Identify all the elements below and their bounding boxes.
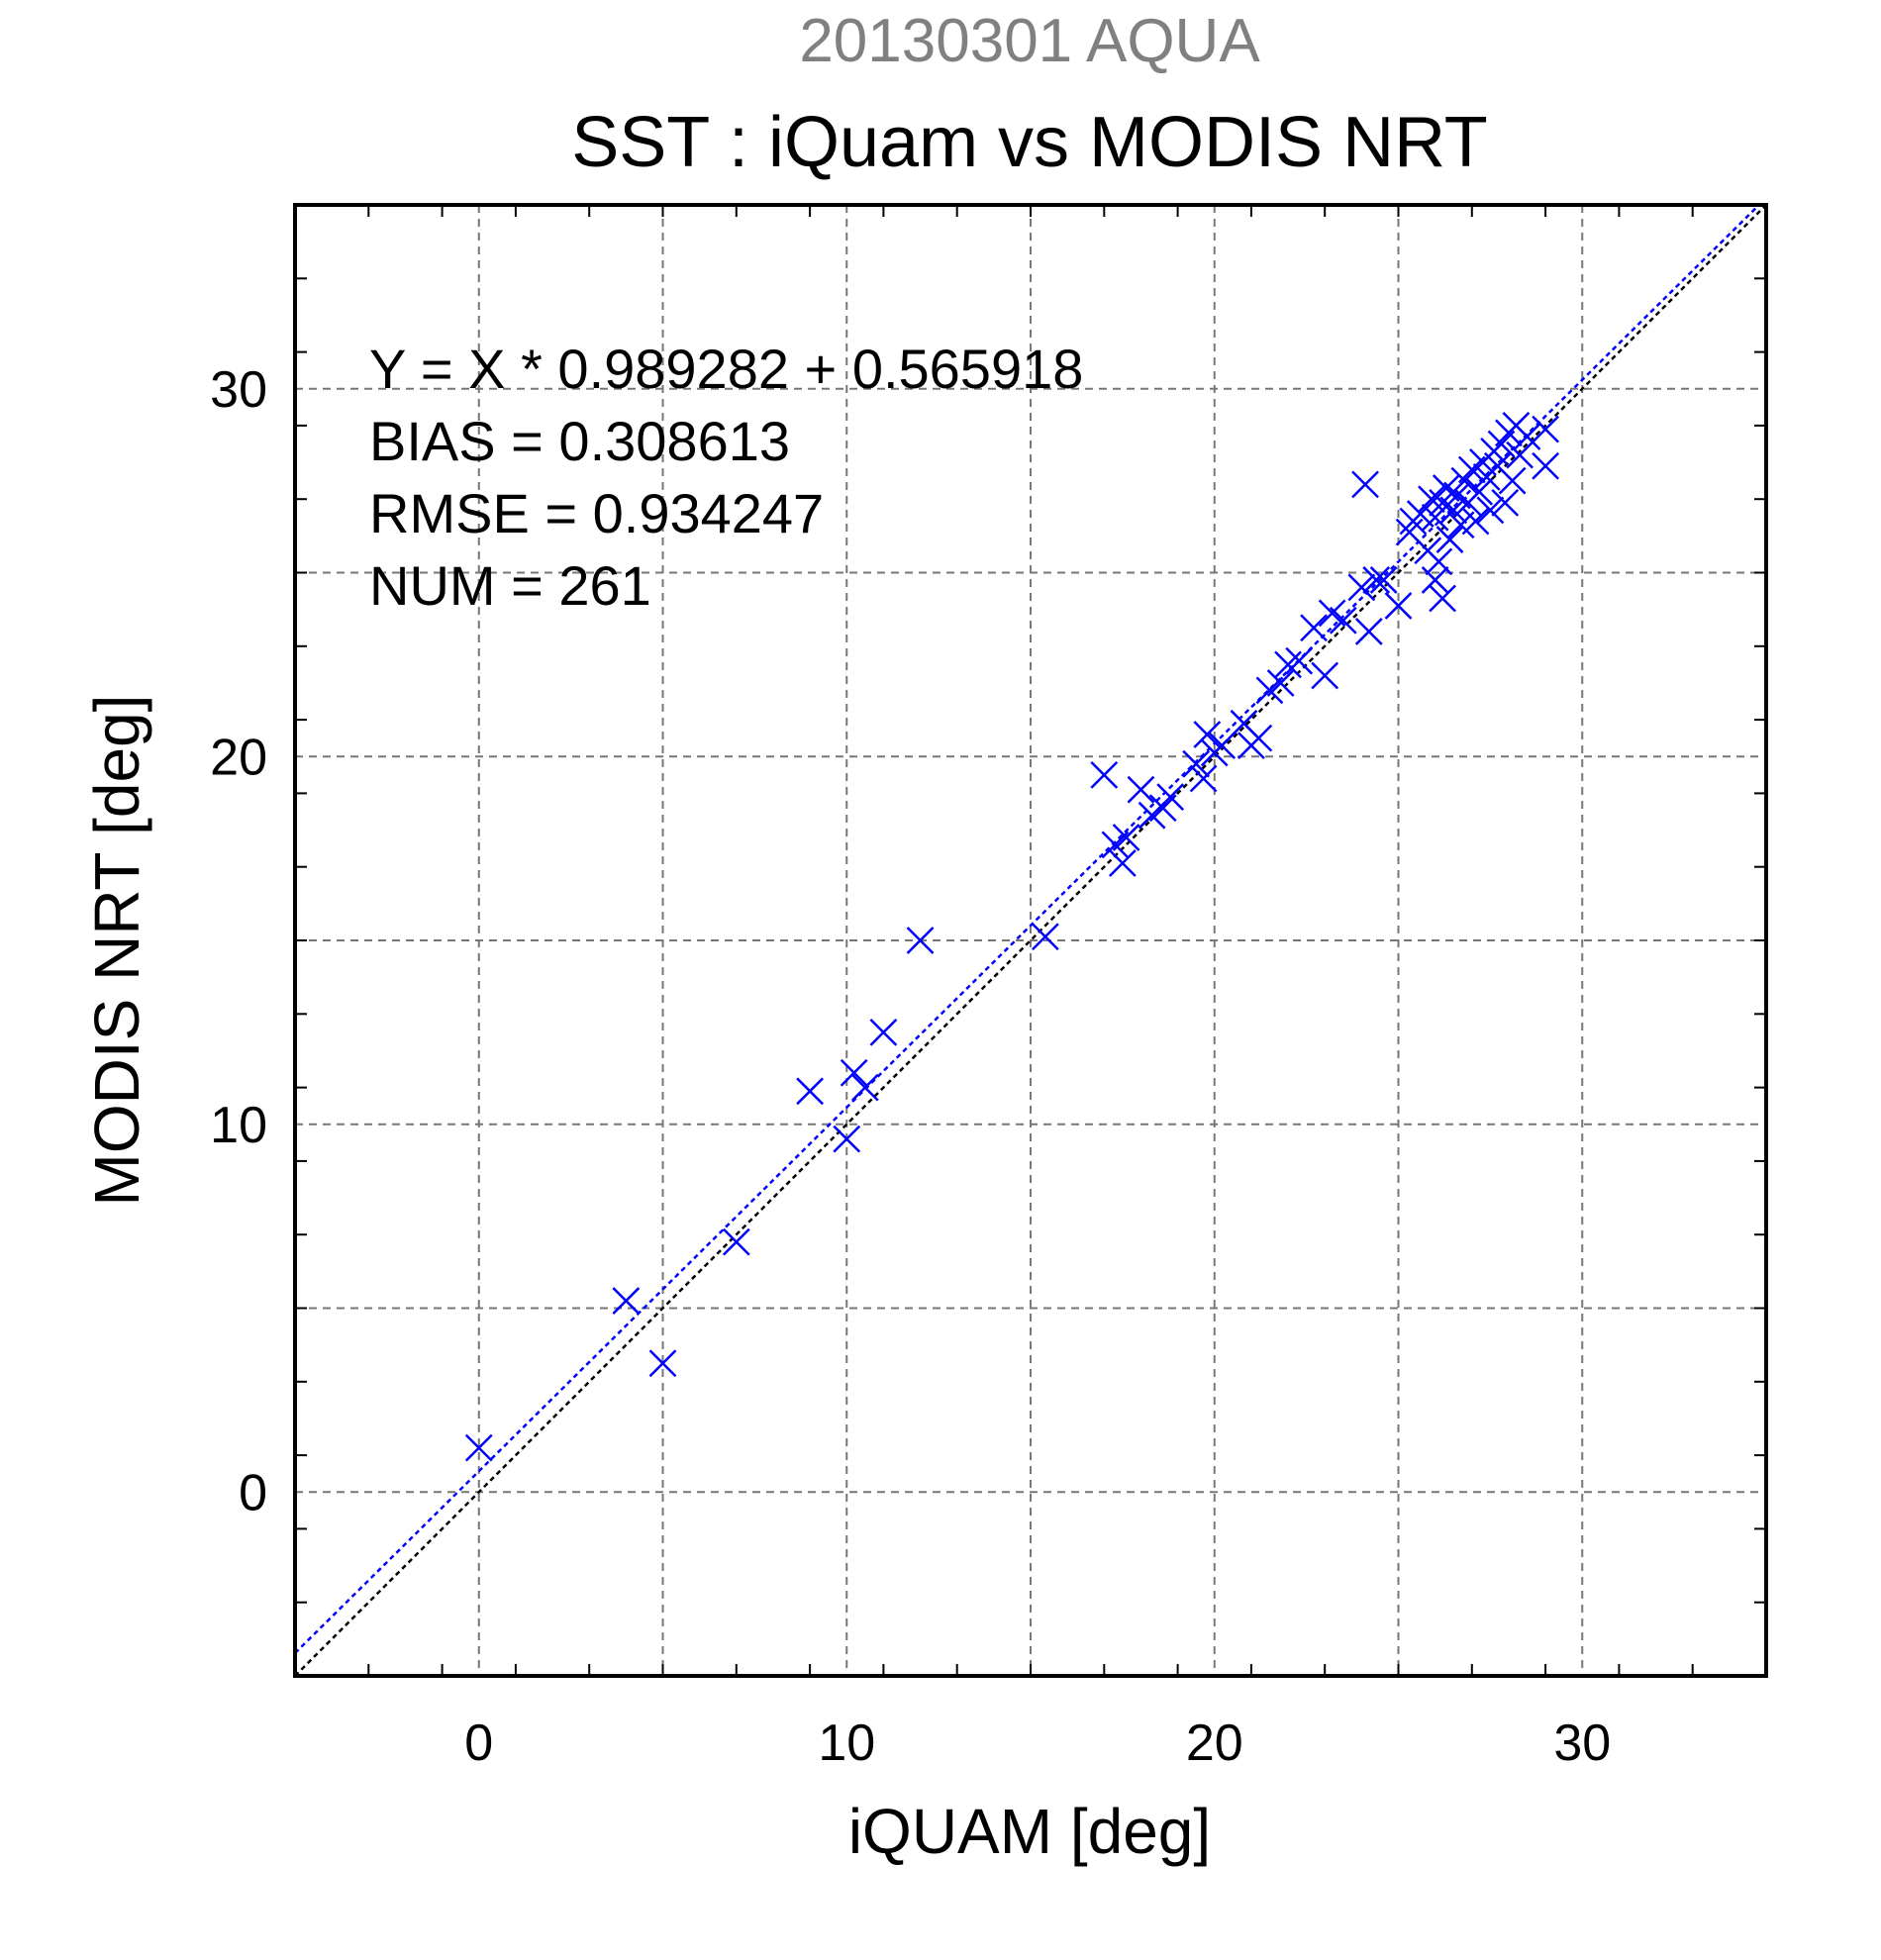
data-point [1208,732,1237,759]
data-point [1421,566,1449,594]
data-point [1108,849,1137,877]
data-point [1347,573,1376,602]
data-point [1274,650,1302,679]
data-point [1285,646,1314,675]
data-point [464,1433,493,1462]
line-layer [294,204,1767,1677]
y-tick-label: 10 [210,1097,267,1154]
data-point [1329,606,1357,635]
tick-label-layer: 0 10 20 30 0 10 20 30 [210,361,1611,1772]
data-point [648,1349,677,1378]
data-point [1384,592,1413,620]
data-point [1156,783,1185,811]
data-point [1425,547,1453,576]
chart-supertitle: 20130301 AQUA [799,7,1260,75]
point-layer [464,412,1559,1462]
data-point [1498,466,1527,495]
data-point [1189,764,1218,793]
regression-line [294,204,1760,1654]
data-point [1429,584,1456,613]
data-point [869,1018,898,1046]
data-point [1532,451,1559,480]
data-point [1476,496,1505,525]
y-axis-label: MODIS NRT [deg] [81,695,152,1207]
chart-title: SST : iQuam vs MODIS NRT [571,103,1488,182]
data-point [1369,566,1398,594]
stats-line: NUM = 261 [369,554,651,617]
data-point [1244,724,1273,752]
y-tick-label: 0 [239,1464,267,1521]
data-point [1127,775,1155,804]
data-point [1506,441,1534,469]
data-point [1491,489,1520,517]
stats-line: RMSE = 0.934247 [369,482,824,544]
data-point [850,1073,879,1102]
data-point [1300,614,1328,642]
x-tick-label: 0 [464,1715,493,1772]
data-point [1362,566,1391,594]
data-point [1031,923,1059,951]
x-tick-label: 20 [1186,1715,1243,1772]
data-point [1418,485,1445,514]
data-point [1090,760,1119,789]
x-axis-label: iQUAM [deg] [848,1796,1211,1867]
data-point [833,1125,861,1153]
data-point [722,1227,750,1256]
data-point [1461,507,1490,536]
data-point [1182,749,1211,778]
grid-layer [295,205,1766,1676]
y-tick-label: 30 [210,361,267,419]
data-point [1513,423,1541,450]
data-point [796,1077,824,1106]
data-point [1436,526,1464,553]
data-point [840,1058,868,1087]
data-point [1266,669,1295,697]
data-point [1351,470,1379,499]
stats-layer: Y = X * 0.989282 + 0.565918 BIAS = 0.3086… [369,338,1083,617]
data-point [1465,477,1494,506]
x-tick-label: 30 [1553,1715,1611,1772]
data-point [1112,824,1140,851]
data-point [1421,503,1449,532]
frame-layer [293,203,1768,1678]
data-point [1311,661,1339,690]
x-tick-label: 10 [818,1715,875,1772]
data-point [612,1287,641,1315]
data-point [1354,618,1383,645]
data-point [906,927,935,954]
y-tick-label: 20 [210,729,267,786]
data-point [1532,415,1559,443]
stats-line: BIAS = 0.308613 [369,410,790,472]
data-point [1193,721,1222,748]
stats-line: Y = X * 0.989282 + 0.565918 [369,338,1083,400]
